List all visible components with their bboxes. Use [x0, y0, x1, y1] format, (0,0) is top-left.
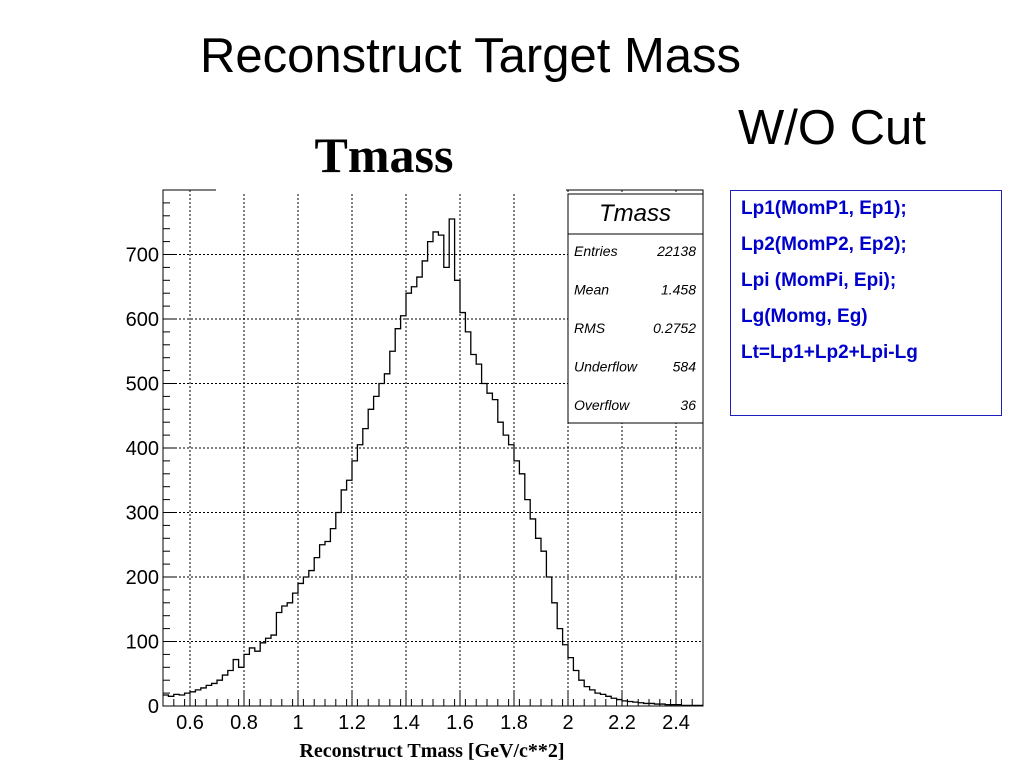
histogram-series-line [163, 218, 703, 707]
x-tick-label: 2.4 [662, 712, 690, 734]
x-tick-label: 1.8 [500, 712, 528, 734]
code-line: Lp2(MomP2, Ep2); [741, 234, 907, 255]
x-tick-label: 2 [562, 712, 573, 734]
y-tick-label: 600 [126, 309, 159, 331]
x-tick-label: 1.6 [446, 712, 474, 734]
code-line: Lp1(MomP1, Ep1); [741, 198, 907, 219]
code-line: Lpi (MomPi, Epi); [741, 270, 897, 291]
stats-entry-label: Underflow [574, 359, 638, 375]
axes: 0.6 0.8 1 1.2 1.4 1.6 1.8 2 2.2 2.4 0 100 200 300 400 5… [126, 189, 704, 734]
x-tick-label: 2.2 [608, 712, 636, 734]
stats-box: Tmass Entries 22138 Mean 1.458 RMS 0.2752 Unde… [567, 193, 704, 424]
stats-box-title: Tmass [599, 200, 671, 227]
code-line: Lt=Lp1+Lp2+Lpi-Lg [741, 342, 918, 363]
code-line: Lg(Momg, Eg) [741, 306, 868, 327]
x-tick-label: 1 [292, 712, 303, 734]
stats-box-frame [567, 193, 704, 424]
slide-title: Reconstruct Target Mass [200, 29, 742, 83]
stats-entry-label: Entries [574, 243, 618, 259]
chart-title: Tmass [315, 127, 454, 183]
title-gap-mask [216, 186, 566, 194]
y-tick-label: 700 [126, 245, 159, 267]
histogram-chart: Tmass 0.6 0.8 1 1.2 1.4 1.6 1.8 2 2.2 2.4 0 100 200 3… [126, 127, 704, 762]
code-box: Lp1(MomP1, Ep1); Lp2(MomP2, Ep2); Lpi (M… [730, 190, 1002, 416]
x-tick-label: 0.6 [176, 712, 204, 734]
stats-entry-value: 1.458 [661, 282, 696, 298]
y-tick-label: 500 [126, 374, 159, 396]
stats-entry-value: 36 [680, 397, 696, 413]
stats-entry-value: 0.2752 [653, 320, 696, 336]
y-tick-label: 100 [126, 632, 159, 654]
stats-entry-label: Overflow [574, 397, 630, 413]
stats-rows: Entries 22138 Mean 1.458 RMS 0.2752 Underflow 5… [574, 243, 696, 413]
stats-entry-value: 584 [673, 359, 697, 375]
slide-subtitle: W/O Cut [738, 101, 926, 155]
x-tick-label: 0.8 [230, 712, 258, 734]
stats-entry-label: RMS [574, 320, 606, 336]
y-tick-label: 0 [148, 696, 159, 718]
stats-entry-value: 22138 [656, 243, 696, 259]
x-axis-label: Reconstruct Tmass [GeV/c**2] [299, 740, 564, 762]
x-tick-label: 1.2 [338, 712, 366, 734]
y-tick-label: 300 [126, 503, 159, 525]
x-tick-label: 1.4 [392, 712, 420, 734]
stats-entry-label: Mean [574, 282, 609, 298]
y-tick-label: 200 [126, 567, 159, 589]
y-tick-label: 400 [126, 438, 159, 460]
